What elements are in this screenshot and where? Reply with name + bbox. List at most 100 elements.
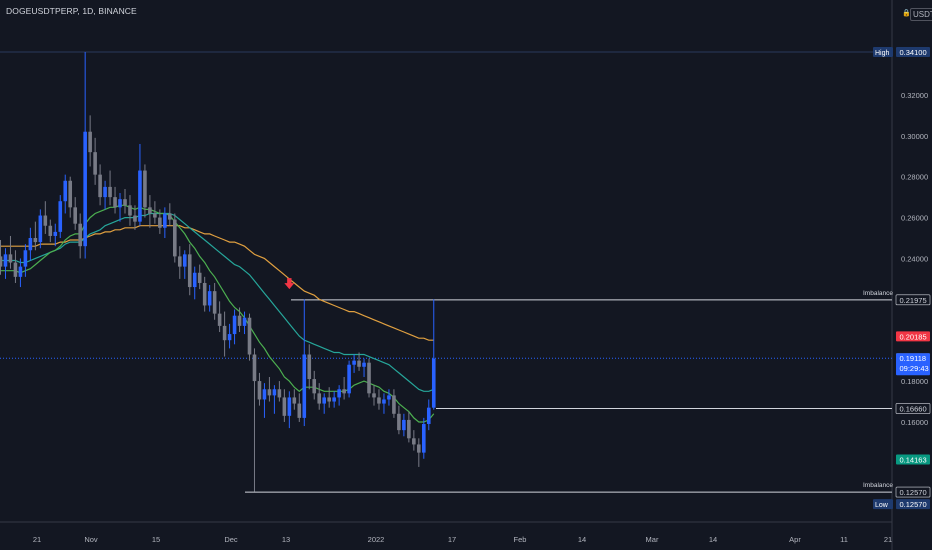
candle-body: [247, 317, 252, 355]
x-tick-label: 21: [884, 535, 892, 544]
candle-body: [197, 272, 202, 283]
x-tick-label: Nov: [84, 535, 98, 544]
level-lines: [0, 51, 892, 493]
candle-body: [158, 217, 162, 228]
candle-body: [38, 215, 43, 243]
high-tag: High: [875, 50, 890, 57]
candle-body: [8, 254, 13, 263]
candle-body: [217, 313, 222, 326]
marker: [284, 278, 295, 290]
imbalance-label: Imbalance: [863, 290, 893, 297]
candle-body: [426, 407, 431, 425]
candle-body: [227, 334, 232, 341]
price-label-value: 0.19118: [900, 354, 927, 363]
price-label-value: 0.12570: [900, 488, 927, 497]
y-tick-label: 0.30000: [901, 132, 928, 141]
candle-body: [103, 186, 107, 198]
candle-body: [207, 291, 212, 306]
price-label-box: [895, 403, 931, 414]
price-label-box: [896, 47, 930, 57]
price-axis: 0.32000 0.30000 0.28000 0.26000 0.24000 0.180…: [863, 47, 931, 510]
candle-body: [108, 186, 112, 198]
candle-body: [138, 170, 142, 222]
candle-body: [272, 389, 277, 396]
candle-body: [282, 397, 287, 416]
y-tick-label: 0.26000: [901, 214, 928, 223]
candle-body: [98, 174, 102, 198]
candle-body: [357, 360, 361, 367]
candles: [0, 52, 436, 492]
candle-body: [397, 413, 401, 431]
candle-body: [342, 389, 346, 394]
y-tick-label: 0.32000: [901, 91, 928, 100]
candle-body: [73, 207, 77, 224]
candle-body: [83, 131, 87, 247]
ema-orange-line: [0, 225, 434, 341]
candle-body: [312, 379, 317, 394]
imbalance-label: Imbalance: [863, 482, 893, 489]
ema-teal-line: [0, 212, 435, 392]
candle-body: [417, 444, 421, 453]
candle-body: [128, 205, 132, 216]
candle-body: [362, 362, 366, 367]
x-tick-label: Feb: [514, 535, 527, 544]
price-label-value: 0.16660: [900, 404, 927, 413]
candle-body: [13, 262, 18, 277]
candle-body: [222, 325, 227, 341]
candle-body: [123, 199, 127, 206]
candle-body: [53, 231, 58, 236]
price-label-box: [896, 499, 930, 510]
x-tick-label: 13: [282, 535, 290, 544]
candle-body: [382, 399, 386, 404]
candle-body: [267, 389, 272, 396]
y-tick-label: 0.28000: [901, 173, 928, 182]
tag-box: [873, 499, 893, 510]
price-label-value: 0.20185: [900, 332, 927, 341]
candle-body: [387, 395, 391, 400]
x-tick-label: 2022: [368, 535, 385, 544]
lock-icon: 🔒: [902, 10, 911, 17]
candle-body: [153, 213, 157, 218]
candle-body: [187, 254, 192, 288]
candle-body: [93, 152, 97, 175]
x-tick-label: 17: [448, 535, 456, 544]
candle-body: [332, 397, 336, 402]
candle-body: [402, 419, 406, 431]
candle-body: [322, 397, 326, 404]
candle-body: [287, 397, 292, 416]
x-tick-label: 11: [840, 535, 848, 544]
candle-body: [277, 389, 282, 398]
candle-body: [68, 180, 73, 208]
price-label-value: 0.14163: [900, 456, 927, 465]
candle-body: [372, 393, 376, 398]
y-tick-label: 0.18000: [901, 377, 928, 386]
price-label-box: [895, 486, 931, 498]
candle-body: [327, 397, 331, 402]
candle-body: [28, 238, 33, 251]
candle-body: [407, 419, 411, 439]
candle-body: [133, 215, 137, 222]
candle-body: [63, 180, 68, 202]
x-tick-label: Apr: [789, 535, 801, 544]
candle-body: [163, 213, 167, 228]
x-tick-label: Mar: [646, 535, 659, 544]
y-tick-label: 0.16000: [901, 418, 928, 427]
price-label-box: [896, 454, 930, 465]
time-axis: 21 Nov 15 Dec 13 2022 17 Feb 14 Mar 14 Apr 11 21: [33, 535, 892, 544]
candle-body: [168, 213, 172, 220]
candle-body: [237, 315, 242, 326]
candle-body: [292, 397, 297, 404]
candle-body: [367, 362, 371, 394]
moving-averages: [0, 204, 435, 423]
candle-body: [212, 291, 217, 314]
candle-body: [307, 354, 312, 380]
y-tick-label: 0.24000: [901, 254, 928, 263]
candle-body: [347, 364, 351, 394]
grid: [0, 0, 893, 550]
candle-body: [33, 238, 38, 243]
x-tick-label: 21: [33, 535, 41, 544]
candle-body: [113, 197, 117, 208]
candle-body: [18, 266, 23, 277]
candle-body: [0, 256, 3, 267]
